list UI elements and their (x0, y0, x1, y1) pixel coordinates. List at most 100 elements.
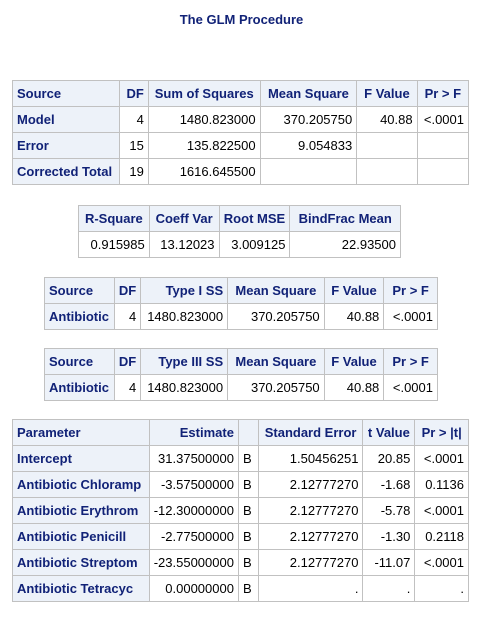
table-cell: 1616.645500 (147, 158, 261, 185)
column-header: Parameter (12, 419, 150, 446)
row-header: Antibiotic Tetracyc (12, 575, 150, 602)
column-header: R-Square (78, 205, 150, 232)
column-header: Source (12, 80, 120, 107)
table-row: Antibiotic Erythrom -12.30000000 B 2.127… (12, 497, 469, 524)
column-header: Type I SS (140, 277, 229, 304)
table-cell: <.0001 (414, 497, 469, 524)
table-cell: 40.88 (323, 303, 385, 330)
row-header: Intercept (12, 445, 150, 472)
table-cell: 15 (118, 132, 149, 159)
column-header: Pr > F (383, 277, 438, 304)
table-header-row: R-Square Coeff Var Root MSE BindFrac Mea… (78, 205, 401, 232)
column-header: F Value (323, 348, 385, 375)
table-cell: 0.00000000 (148, 575, 239, 602)
table-cell: 40.88 (323, 374, 385, 401)
row-header: Antibiotic Erythrom (12, 497, 150, 524)
table-row: Antibiotic Penicill -2.77500000 B 2.1277… (12, 523, 469, 550)
column-header: Pr > |t| (414, 419, 469, 446)
table-cell: -2.77500000 (148, 523, 239, 550)
table-cell: 1.50456251 (257, 445, 364, 472)
table-header-row: Source DF Type I SS Mean Square F Value … (44, 277, 438, 304)
table-cell: -1.30 (362, 523, 416, 550)
column-header: t Value (362, 419, 416, 446)
table-cell: 4 (113, 303, 142, 330)
table-cell: B (237, 523, 259, 550)
table-cell (259, 158, 358, 185)
column-header: F Value (323, 277, 385, 304)
table-cell (356, 132, 418, 159)
table-cell: B (237, 575, 259, 602)
table-cell: B (237, 497, 259, 524)
column-header: Mean Square (227, 348, 325, 375)
table-cell: B (237, 471, 259, 498)
table-cell: 370.205750 (259, 106, 358, 133)
table-cell: 4 (113, 374, 142, 401)
column-header: Root MSE (218, 205, 291, 232)
table-header-row: Source DF Type III SS Mean Square F Valu… (44, 348, 438, 375)
table-cell: 40.88 (356, 106, 418, 133)
column-header: F Value (356, 80, 418, 107)
table-cell: B (237, 549, 259, 576)
table-cell (416, 158, 470, 185)
table-cell: 13.12023 (148, 231, 220, 258)
page-title: The GLM Procedure (179, 12, 304, 27)
table-cell: -1.68 (362, 471, 416, 498)
table-cell: . (362, 575, 416, 602)
table-cell: 2.12777270 (257, 497, 364, 524)
row-header: Corrected Total (12, 158, 120, 185)
table-cell: 19 (118, 158, 149, 185)
row-header: Model (12, 106, 120, 133)
table-header-row: Parameter Estimate Standard Error t Valu… (12, 419, 469, 446)
table-cell: 0.2118 (414, 523, 469, 550)
table-cell: -23.55000000 (148, 549, 239, 576)
table-cell: 3.009125 (218, 231, 291, 258)
table-cell: 1480.823000 (140, 374, 229, 401)
fit-statistics-table: R-Square Coeff Var Root MSE BindFrac Mea… (78, 205, 401, 258)
table-cell: 22.93500 (289, 231, 401, 258)
table-row: Corrected Total 19 1616.645500 (12, 158, 470, 185)
column-header: DF (118, 80, 149, 107)
table-row: Model 4 1480.823000 370.205750 40.88 <.0… (12, 106, 470, 133)
table-cell: -12.30000000 (148, 497, 239, 524)
table-cell: <.0001 (414, 549, 469, 576)
type3-ss-table: Source DF Type III SS Mean Square F Valu… (44, 348, 438, 401)
table-cell: 135.822500 (147, 132, 261, 159)
table-cell: 0.1136 (414, 471, 469, 498)
parameter-estimates-table: Parameter Estimate Standard Error t Valu… (12, 419, 469, 602)
table-cell: 4 (118, 106, 149, 133)
table-cell (416, 132, 470, 159)
column-header: Source (44, 348, 115, 375)
table-cell: . (257, 575, 364, 602)
table-cell: 1480.823000 (140, 303, 229, 330)
table-cell: -5.78 (362, 497, 416, 524)
table-row: 0.915985 13.12023 3.009125 22.93500 (78, 231, 401, 258)
row-header: Antibiotic Streptom (12, 549, 150, 576)
table-cell: 370.205750 (227, 374, 325, 401)
table-cell: 2.12777270 (257, 523, 364, 550)
row-header: Antibiotic (44, 374, 115, 401)
table-cell (356, 158, 418, 185)
table-row: Antibiotic Tetracyc 0.00000000 B . . . (12, 575, 469, 602)
table-row: Antibiotic 4 1480.823000 370.205750 40.8… (44, 374, 438, 401)
column-header: Mean Square (259, 80, 358, 107)
column-header: Standard Error (257, 419, 364, 446)
row-header: Error (12, 132, 120, 159)
table-row: Antibiotic Streptom -23.55000000 B 2.127… (12, 549, 469, 576)
table-cell: <.0001 (416, 106, 470, 133)
column-header: Sum of Squares (147, 80, 261, 107)
type1-ss-table: Source DF Type I SS Mean Square F Value … (44, 277, 438, 330)
column-header: Pr > F (383, 348, 438, 375)
column-header: Mean Square (227, 277, 325, 304)
row-header: Antibiotic (44, 303, 115, 330)
table-row: Antibiotic Chloramp -3.57500000 B 2.1277… (12, 471, 469, 498)
table-cell: 31.37500000 (148, 445, 239, 472)
column-header: Source (44, 277, 115, 304)
table-cell: 370.205750 (227, 303, 325, 330)
row-header: Antibiotic Chloramp (12, 471, 150, 498)
table-cell: <.0001 (383, 374, 438, 401)
table-row: Error 15 135.822500 9.054833 (12, 132, 470, 159)
column-header: Type III SS (140, 348, 229, 375)
table-header-row: Source DF Sum of Squares Mean Square F V… (12, 80, 470, 107)
table-cell: B (237, 445, 259, 472)
table-row: Antibiotic 4 1480.823000 370.205750 40.8… (44, 303, 438, 330)
